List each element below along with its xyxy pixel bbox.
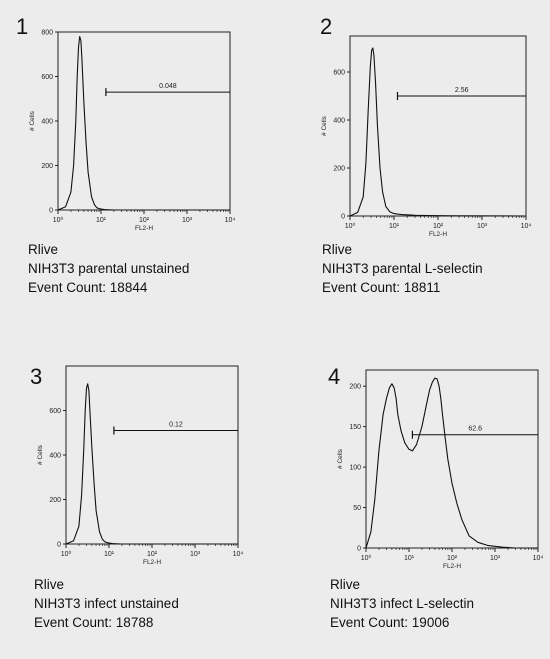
y-tick-label: 800 <box>41 30 53 37</box>
x-tick-label: 10⁴ <box>521 223 532 230</box>
x-tick-label: 10⁰ <box>345 222 356 230</box>
caption-panel-2: Rlive NIH3T3 parental L-selectin Event C… <box>322 240 483 297</box>
x-tick-label: 10² <box>447 555 458 562</box>
x-tick-label: 10⁰ <box>53 216 64 224</box>
y-tick-label: 200 <box>49 497 61 504</box>
y-tick-label: 400 <box>49 453 61 460</box>
histogram-curve <box>57 35 230 211</box>
caption-event-count: Event Count: 18844 <box>28 280 148 295</box>
caption-sample-name: NIH3T3 parental unstained <box>28 261 190 276</box>
caption-panel-3: Rlive NIH3T3 infect unstained Event Coun… <box>34 575 179 632</box>
y-tick-label: 0 <box>49 208 53 215</box>
gate-percent-label: 2.56 <box>455 87 469 94</box>
panel-number-1: 1 <box>16 14 29 39</box>
caption-gate-name: Rlive <box>330 577 361 592</box>
caption-event-count: Event Count: 18811 <box>322 280 441 295</box>
gate-percent-label: 62.6 <box>468 426 482 433</box>
caption-gate-name: Rlive <box>34 577 65 592</box>
y-tick-label: 200 <box>333 166 345 173</box>
y-tick-label: 150 <box>349 424 361 431</box>
x-axis-label: FL2-H <box>135 225 153 232</box>
y-axis-label: # Cells <box>29 110 36 131</box>
plot-frame <box>57 31 231 211</box>
y-tick-label: 0 <box>341 214 345 221</box>
y-tick-label: 200 <box>349 384 361 391</box>
x-tick-label: 10⁴ <box>225 217 236 224</box>
y-tick-label: 0 <box>357 546 361 553</box>
histogram-plot-2: 0 200 400 600 10⁰ 10¹ 10² 10³ 10⁴ FL2-H # Cells 2.5… <box>321 35 532 238</box>
y-tick-label: 50 <box>353 505 361 512</box>
x-tick-label: 10³ <box>477 223 488 230</box>
caption-sample-name: NIH3T3 infect L-selectin <box>330 596 475 611</box>
caption-gate-name: Rlive <box>322 242 353 257</box>
y-tick-label: 0 <box>57 542 61 549</box>
x-tick-label: 10² <box>433 223 444 230</box>
x-axis-label: FL2-H <box>443 563 461 570</box>
caption-panel-1: Rlive NIH3T3 parental unstained Event Co… <box>28 240 189 297</box>
plot-frame <box>365 369 539 549</box>
x-tick-label: 10⁰ <box>61 550 72 558</box>
y-tick-label: 400 <box>333 118 345 125</box>
caption-event-count: Event Count: 19006 <box>330 615 450 630</box>
y-tick-label: 400 <box>41 119 53 126</box>
y-tick-label: 600 <box>41 74 53 81</box>
caption-event-count: Event Count: 18788 <box>34 615 154 630</box>
y-axis-label: # Cells <box>337 448 344 469</box>
x-axis-label: FL2-H <box>143 559 161 566</box>
x-tick-label: 10¹ <box>96 217 107 224</box>
gate-percent-label: 0.048 <box>159 83 177 90</box>
caption-panel-4: Rlive NIH3T3 infect L-selectin Event Cou… <box>330 575 474 632</box>
caption-gate-name: Rlive <box>28 242 59 257</box>
x-tick-label: 10¹ <box>404 555 415 562</box>
y-tick-label: 100 <box>349 465 361 472</box>
gate-percent-label: 0.12 <box>169 422 183 429</box>
histogram-curve <box>365 377 538 549</box>
x-axis-label: FL2-H <box>429 231 447 238</box>
x-tick-label: 10³ <box>490 555 501 562</box>
y-tick-label: 600 <box>49 408 61 415</box>
histogram-plot-3: 0 200 400 600 10⁰ 10¹ 10² 10³ 10⁴ FL2-H # Cells 0.1… <box>37 365 244 566</box>
x-tick-label: 10³ <box>182 217 193 224</box>
panel-number-4: 4 <box>328 364 341 389</box>
x-tick-label: 10² <box>139 217 150 224</box>
y-tick-label: 600 <box>333 70 345 77</box>
histogram-curve <box>349 47 527 217</box>
y-tick-label: 200 <box>41 163 53 170</box>
y-axis-label: # Cells <box>321 115 328 136</box>
histogram-plot-1: 0 200 400 600 800 10⁰ 10¹ 10² 10³ 10⁴ FL2-H # Cells… <box>29 30 236 233</box>
panel-number-3: 3 <box>30 364 43 389</box>
caption-sample-name: NIH3T3 parental L-selectin <box>322 261 483 276</box>
x-tick-label: 10² <box>147 551 158 558</box>
histogram-curve <box>65 383 238 545</box>
y-axis-label: # Cells <box>37 444 44 465</box>
x-tick-label: 10⁴ <box>233 551 244 558</box>
histogram-plot-4: 0 50 100 150 200 10⁰ 10¹ 10² 10³ 10⁴ FL2-H # Cells 6… <box>337 369 544 570</box>
plot-frame <box>349 35 527 217</box>
x-tick-label: 10⁴ <box>533 555 544 562</box>
x-tick-label: 10¹ <box>389 223 400 230</box>
x-tick-label: 10¹ <box>104 551 115 558</box>
panel-number-2: 2 <box>320 14 333 39</box>
x-tick-label: 10⁰ <box>361 554 372 562</box>
caption-sample-name: NIH3T3 infect unstained <box>34 596 179 611</box>
x-tick-label: 10³ <box>190 551 201 558</box>
